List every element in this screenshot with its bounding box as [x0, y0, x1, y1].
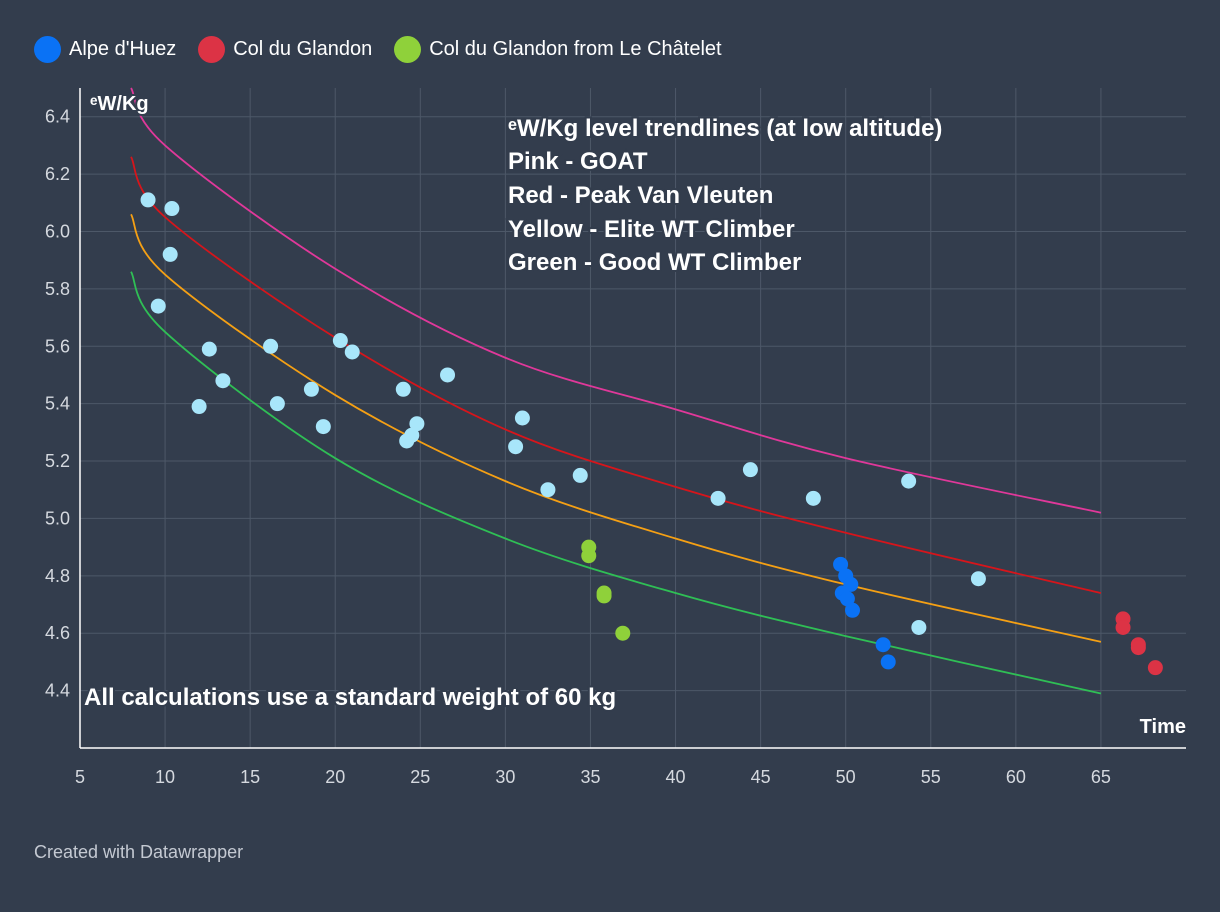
legend-label-col-du-glandon: Col du Glandon	[233, 38, 373, 60]
trendline-goat	[130, 87, 1102, 514]
trendline-peak-van-vleuten	[130, 156, 1102, 594]
point-other-climbs[interactable]	[710, 490, 726, 506]
point-other-climbs[interactable]	[162, 246, 178, 262]
point-other-climbs[interactable]	[315, 419, 331, 435]
point-alpe-d-huez[interactable]	[839, 591, 855, 607]
legend-label-alpe-dhuez: Alpe d'Huez	[69, 38, 177, 60]
trendlines	[130, 87, 1102, 695]
point-alpe-d-huez[interactable]	[875, 637, 891, 653]
y-tick-label: 6.4	[45, 107, 70, 127]
x-tick-label: 60	[1006, 767, 1026, 787]
x-tick-label: 50	[836, 767, 856, 787]
point-other-climbs[interactable]	[514, 410, 530, 426]
x-tick-label: 40	[666, 767, 686, 787]
point-other-climbs[interactable]	[540, 482, 556, 498]
y-tick-label: 4.6	[45, 623, 70, 643]
point-other-climbs[interactable]	[332, 333, 348, 349]
y-tick-label: 6.0	[45, 221, 70, 241]
trendline-elite-wt-climber	[130, 213, 1102, 643]
legend-dot-col-du-glandon	[198, 36, 226, 63]
point-alpe-d-huez[interactable]	[880, 654, 896, 670]
point-other-climbs[interactable]	[409, 416, 425, 432]
chart-axes: 5 10 15 20 25 30 35 40 45 50 55 60 65 4.4 4.6 4.8 5.0 5.2…	[45, 88, 1186, 787]
y-tick-label: 5.2	[45, 451, 70, 471]
x-tick-label: 30	[495, 767, 515, 787]
data-points	[140, 192, 1163, 676]
point-other-climbs[interactable]	[140, 192, 156, 208]
y-axis-title: ᵉW/Kg	[90, 93, 149, 115]
legend-item-col-du-glandon[interactable]: Col du Glandon	[198, 36, 372, 63]
legend-dot-alpe-dhuez	[34, 36, 61, 63]
y-tick-label: 5.0	[45, 508, 70, 528]
x-tick-label: 15	[240, 767, 260, 787]
x-tick-label: 35	[580, 767, 600, 787]
point-alpe-d-huez[interactable]	[833, 556, 849, 572]
legend-label-le-chatelet: Col du Glandon from Le Châtelet	[429, 38, 722, 60]
y-tick-label: 5.4	[45, 394, 70, 414]
trendline-annotation-green: Green - Good WT Climber	[508, 249, 801, 276]
x-tick-label: 65	[1091, 767, 1111, 787]
point-other-climbs[interactable]	[150, 298, 166, 314]
x-axis-title: Time	[1140, 716, 1186, 738]
y-tick-label: 4.8	[45, 566, 70, 586]
x-tick-label: 20	[325, 767, 345, 787]
y-tick-label: 5.6	[45, 336, 70, 356]
point-other-climbs[interactable]	[215, 373, 231, 389]
point-other-climbs[interactable]	[303, 381, 319, 397]
x-tick-label: 55	[921, 767, 941, 787]
point-col-du-glandon-from-le-ch-telet[interactable]	[581, 548, 597, 564]
point-other-climbs[interactable]	[508, 439, 524, 455]
point-col-du-glandon-from-le-ch-telet[interactable]	[615, 625, 631, 641]
point-other-climbs[interactable]	[164, 201, 180, 217]
point-other-climbs[interactable]	[404, 427, 420, 443]
y-tick-label: 5.8	[45, 279, 70, 299]
trendline-annotation-yellow: Yellow - Elite WT Climber	[508, 216, 795, 243]
point-other-climbs[interactable]	[742, 462, 758, 478]
point-col-du-glandon[interactable]	[1130, 640, 1146, 656]
legend-item-alpe-dhuez[interactable]: Alpe d'Huez	[34, 36, 176, 63]
point-other-climbs[interactable]	[572, 467, 588, 483]
x-tick-label: 10	[155, 767, 175, 787]
trendline-annotation-pink: Pink - GOAT	[508, 148, 648, 175]
point-col-du-glandon[interactable]	[1115, 619, 1131, 635]
point-other-climbs[interactable]	[269, 396, 285, 412]
y-tick-label: 6.2	[45, 164, 70, 184]
x-tick-label: 25	[410, 767, 430, 787]
point-col-du-glandon[interactable]	[1147, 660, 1163, 676]
point-other-climbs[interactable]	[201, 341, 217, 357]
point-other-climbs[interactable]	[191, 399, 207, 415]
point-other-climbs[interactable]	[970, 571, 986, 587]
point-other-climbs[interactable]	[911, 619, 927, 635]
y-tick-label: 4.4	[45, 681, 70, 701]
point-other-climbs[interactable]	[395, 381, 411, 397]
weight-note-annotation: All calculations use a standard weight o…	[84, 684, 616, 711]
point-other-climbs[interactable]	[805, 490, 821, 506]
point-alpe-d-huez[interactable]	[844, 602, 860, 618]
point-other-climbs[interactable]	[901, 473, 917, 489]
x-tick-label: 45	[751, 767, 771, 787]
point-other-climbs[interactable]	[344, 344, 360, 360]
trendline-annotation-title: ᵉW/Kg level trendlines (at low altitude)	[508, 115, 942, 142]
chart-annotations: ᵉW/Kg Time ᵉW/Kg level trendlines (at lo…	[82, 91, 1188, 740]
trendline-annotation-red: Red - Peak Van Vleuten	[508, 182, 773, 209]
legend-dot-le-chatelet	[394, 36, 422, 63]
point-col-du-glandon-from-le-ch-telet[interactable]	[596, 588, 612, 604]
point-other-climbs[interactable]	[440, 367, 456, 383]
x-tick-label: 5	[75, 767, 85, 787]
point-other-climbs[interactable]	[263, 338, 279, 354]
footer-credit[interactable]: Created with Datawrapper	[34, 842, 244, 862]
chart-legend: Alpe d'Huez Col du Glandon Col du Glando…	[34, 36, 722, 63]
legend-item-le-chatelet[interactable]: Col du Glandon from Le Châtelet	[394, 36, 722, 63]
